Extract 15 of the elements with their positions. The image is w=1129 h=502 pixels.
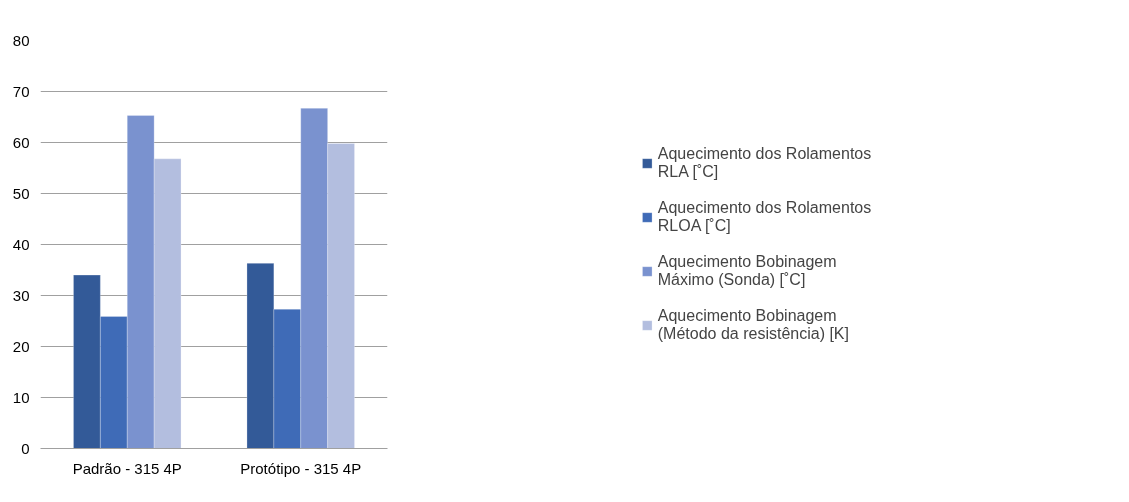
- x-tick-label: Padrão - 315 4P: [72, 459, 182, 477]
- y-tick-label: 10: [12, 388, 30, 406]
- legend-label: Aquecimento dos Rolamentos RLOA [˚C]: [657, 198, 872, 236]
- y-tick-label: 40: [12, 235, 30, 253]
- legend-label: Aquecimento Bobinagem (Método da resistência) [K]: [657, 306, 849, 344]
- y-tick-label: 30: [12, 286, 30, 304]
- y-tick-label: 60: [12, 133, 30, 151]
- y-tick-label: 0: [21, 439, 30, 457]
- y-tick-label: 50: [12, 184, 30, 202]
- x-tick-label: Protótipo - 315 4P: [240, 459, 362, 477]
- legend-label: Aquecimento dos Rolamentos RLA [˚C]: [657, 144, 872, 182]
- y-tick-label: 80: [12, 31, 30, 49]
- legend-label: Aquecimento Bobinagem Máximo (Sonda) [˚C]: [657, 252, 837, 290]
- y-tick-label: 70: [12, 82, 30, 100]
- y-tick-label: 20: [12, 337, 30, 355]
